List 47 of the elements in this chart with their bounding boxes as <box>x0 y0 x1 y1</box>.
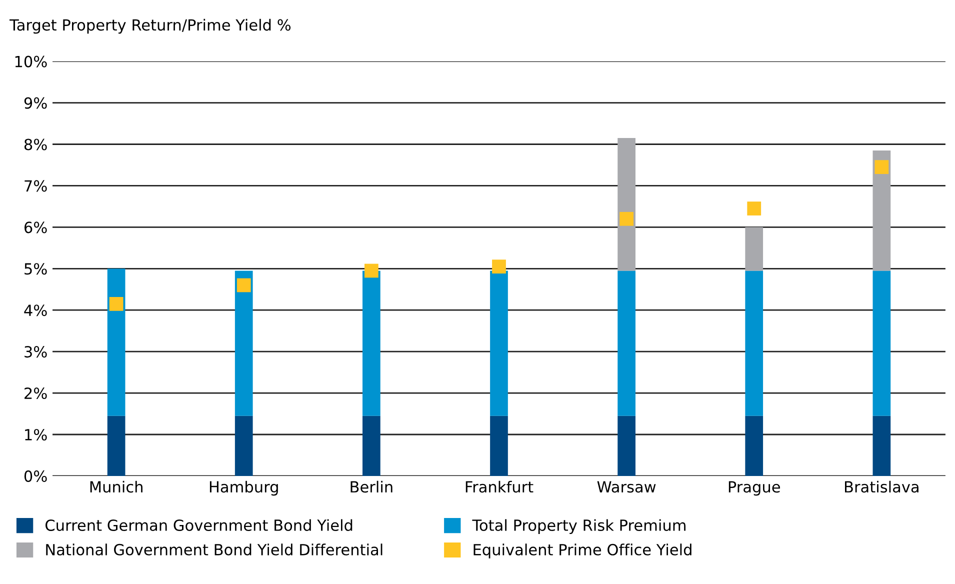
bar <box>234 416 253 476</box>
y-tick-label: 8% <box>24 138 47 150</box>
point <box>874 160 889 174</box>
x-tick-label: Bratislava <box>845 480 918 493</box>
point <box>492 260 506 274</box>
point <box>109 296 124 311</box>
point <box>364 264 378 278</box>
y-tick-label: 3% <box>24 346 47 358</box>
legend-label: Total Property Risk Premium <box>472 519 686 534</box>
y-tick-label: 5% <box>24 263 47 275</box>
bar <box>618 416 636 476</box>
bar <box>618 138 636 271</box>
y-tick-label: 6% <box>24 222 47 234</box>
bar <box>234 270 253 416</box>
y-tick-label: 7% <box>24 180 47 192</box>
y-tick-label: 1% <box>25 428 47 441</box>
point <box>747 202 762 216</box>
x-tick-label: Warsaw <box>597 481 656 493</box>
y-tick-label: 4% <box>24 304 47 316</box>
bar <box>490 270 508 416</box>
legend-label: Equivalent Prime Office Yield <box>474 544 692 558</box>
x-tick-label: Hamburg <box>210 480 278 496</box>
bar <box>107 416 126 476</box>
bar <box>872 270 891 416</box>
bar <box>107 268 126 416</box>
bar <box>745 416 764 476</box>
y-tick-label: 0% <box>24 470 47 482</box>
bar <box>872 150 891 271</box>
x-tick-label: Frankfurt <box>466 480 534 493</box>
bar <box>490 416 508 476</box>
bar <box>745 227 764 271</box>
x-tick-label: Munich <box>90 480 142 493</box>
point <box>236 278 251 292</box>
bar <box>745 270 764 416</box>
bar <box>362 270 380 416</box>
bar <box>618 270 636 416</box>
point <box>620 212 634 226</box>
legend-label: National Government Bond Yield Differential <box>46 544 382 556</box>
x-tick-label: Berlin <box>350 480 392 493</box>
bar <box>362 416 380 476</box>
legend-label: Current German Government Bond Yield <box>46 519 352 532</box>
y-axis-title: Target Property Return/Prime Yield % <box>10 18 291 34</box>
bar <box>872 416 891 476</box>
y-tick-label: 10% <box>15 56 47 68</box>
y-tick-label: 2% <box>24 387 47 400</box>
y-tick-label: 9% <box>24 97 47 109</box>
x-tick-label: Prague <box>728 481 780 496</box>
